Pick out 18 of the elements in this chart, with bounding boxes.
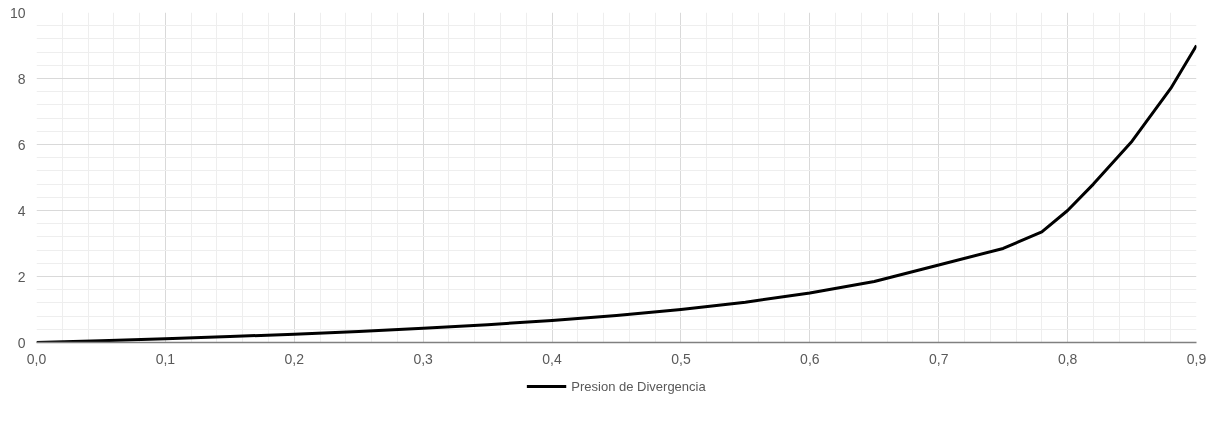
x-tick-label: 0,9 [1186, 350, 1207, 367]
y-tick-label: 2 [17, 268, 26, 285]
x-tick-label: 0,5 [671, 350, 691, 367]
x-tick-label: 0,1 [155, 350, 176, 367]
y-tick-label: 8 [17, 70, 26, 87]
x-tick-label: 0,8 [1057, 350, 1078, 367]
x-tick-label: 0,4 [542, 350, 562, 367]
y-tick-label: 10 [9, 4, 26, 21]
x-tick-label: 0,2 [284, 350, 305, 367]
x-tick-label: 0,0 [26, 350, 47, 367]
x-tick-label: 0,6 [800, 350, 820, 367]
x-tick-label: 0,3 [413, 350, 434, 367]
line-series [36, 44, 1197, 343]
x-tick-label: 0,7 [928, 350, 949, 367]
y-tick-label: 6 [17, 136, 26, 153]
y-tick-label: 0 [17, 334, 26, 351]
legend-label: Presion de Divergencia [571, 378, 706, 394]
y-tick-label: 4 [17, 202, 26, 219]
